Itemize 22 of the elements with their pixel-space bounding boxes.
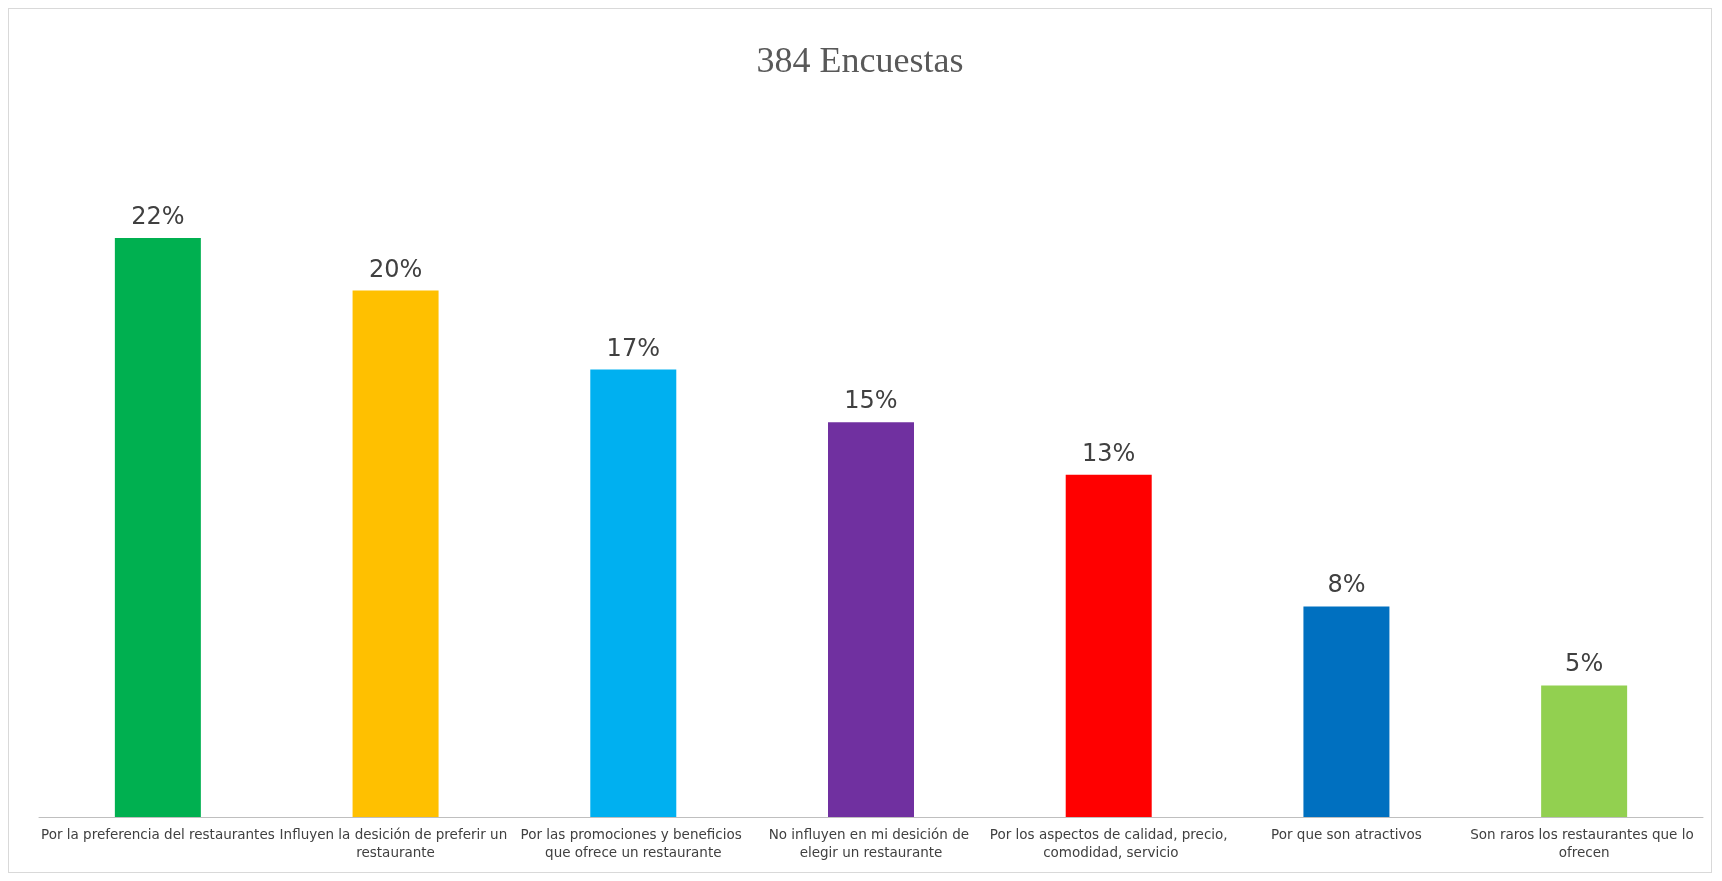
x-tick-label: Influyen la desición de preferir un restaurante xyxy=(279,826,512,860)
x-tick-label: Por los aspectos de calidad, precio, comodidad, servicio xyxy=(989,826,1228,860)
data-label: 13% xyxy=(1082,438,1136,467)
bar xyxy=(590,369,677,817)
x-tick-label: Por las promociones y beneficios que ofrece un restaurante xyxy=(520,826,747,860)
bar xyxy=(1541,685,1628,817)
data-label: 20% xyxy=(368,254,423,283)
x-tick-label: Son raros los restaurantes que lo ofrecen xyxy=(1470,826,1698,860)
x-tick-label: Por la preferencia del restaurantes xyxy=(40,826,275,842)
chart-title: 384 Encuestas xyxy=(756,40,964,80)
data-label: 5% xyxy=(1565,649,1604,678)
bar xyxy=(1303,606,1390,817)
bar xyxy=(828,422,914,817)
x-tick-label: Por que son atractivos xyxy=(1271,826,1422,842)
data-label: 8% xyxy=(1327,570,1366,599)
data-label: 17% xyxy=(606,333,660,362)
data-label: 22% xyxy=(131,201,185,230)
bar xyxy=(352,290,439,817)
data-label: 15% xyxy=(844,386,898,415)
bar xyxy=(114,237,201,817)
x-tick-label: No influyen en mi desición de elegir un restaurante xyxy=(768,826,974,860)
bar xyxy=(1065,474,1152,817)
